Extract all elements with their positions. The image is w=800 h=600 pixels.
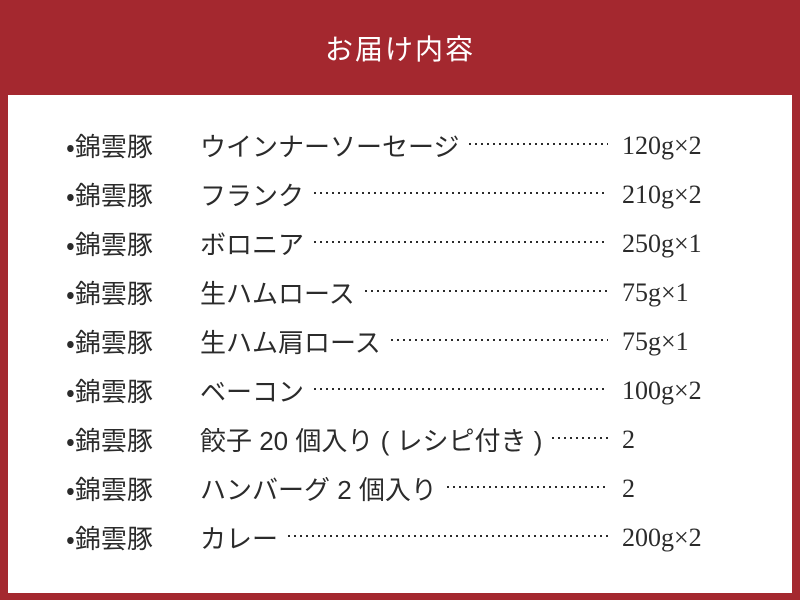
- item-quantity: 75g×1: [622, 277, 689, 307]
- dotted-leader: [446, 485, 608, 488]
- item-name: フランク: [200, 181, 305, 211]
- bullet-icon: ・: [66, 181, 75, 211]
- item-brand: ・錦雲豚: [66, 274, 200, 311]
- bullet-icon: ・: [66, 524, 75, 554]
- item-quantity: 250g×1: [622, 228, 702, 258]
- item-quantity: 2: [622, 424, 635, 454]
- header: お届け内容: [0, 0, 800, 95]
- list-item: ・錦雲豚 餃子 20 個入り ( レシピ付き ) 2: [66, 415, 772, 464]
- item-brand: ・錦雲豚: [66, 421, 200, 458]
- list-item: ・錦雲豚 ボロニア 250g×1: [66, 219, 772, 268]
- item-brand: ・錦雲豚: [66, 519, 200, 556]
- item-brand: ・錦雲豚: [66, 323, 200, 360]
- list-item: ・錦雲豚 ハンバーグ 2 個入り 2: [66, 464, 772, 513]
- bullet-icon: ・: [66, 377, 75, 407]
- item-brand-label: 錦雲豚: [74, 475, 153, 505]
- item-quantity: 100g×2: [622, 375, 702, 405]
- item-brand-label: 錦雲豚: [74, 426, 153, 456]
- item-quantity: 120g×2: [622, 130, 702, 160]
- content-panel: ・錦雲豚 ウインナーソーセージ 120g×2 ・錦雲豚 フランク 210g×2 …: [8, 95, 792, 593]
- dotted-leader: [552, 436, 608, 439]
- item-name: ハンバーグ 2 個入り: [200, 475, 437, 505]
- item-name: 生ハムロース: [200, 279, 355, 309]
- item-quantity: 200g×2: [622, 522, 702, 552]
- item-brand: ・錦雲豚: [66, 127, 200, 164]
- item-name: 餃子 20 個入り ( レシピ付き ): [200, 426, 543, 456]
- dotted-leader: [390, 338, 608, 341]
- item-brand-label: 錦雲豚: [74, 279, 153, 309]
- item-name: ウインナーソーセージ: [200, 132, 460, 162]
- bullet-icon: ・: [66, 475, 75, 505]
- item-quantity: 75g×1: [622, 326, 689, 356]
- item-brand-label: 錦雲豚: [74, 377, 153, 407]
- list-item: ・錦雲豚 生ハムロース 75g×1: [66, 268, 772, 317]
- page-title: お届け内容: [324, 33, 475, 65]
- list-item: ・錦雲豚 カレー 200g×2: [66, 513, 772, 562]
- item-brand: ・錦雲豚: [66, 470, 200, 507]
- bullet-icon: ・: [66, 132, 75, 162]
- list-item: ・錦雲豚 フランク 210g×2: [66, 170, 772, 219]
- dotted-leader: [364, 289, 608, 292]
- dotted-leader: [314, 191, 608, 194]
- item-name: 生ハム肩ロース: [200, 328, 381, 358]
- item-quantity: 2: [622, 473, 635, 503]
- list-item: ・錦雲豚 ウインナーソーセージ 120g×2: [66, 121, 772, 170]
- item-brand-label: 錦雲豚: [74, 132, 153, 162]
- item-brand: ・錦雲豚: [66, 225, 200, 262]
- item-brand-label: 錦雲豚: [74, 181, 153, 211]
- item-name: ボロニア: [200, 230, 305, 260]
- list-item: ・錦雲豚 生ハム肩ロース 75g×1: [66, 317, 772, 366]
- dotted-leader: [469, 142, 608, 145]
- dotted-leader: [288, 534, 608, 537]
- item-name: カレー: [200, 524, 279, 554]
- item-brand-label: 錦雲豚: [74, 524, 153, 554]
- bullet-icon: ・: [66, 230, 75, 260]
- item-name: ベーコン: [200, 377, 305, 407]
- item-brand-label: 錦雲豚: [74, 328, 153, 358]
- item-brand: ・錦雲豚: [66, 372, 200, 409]
- dotted-leader: [314, 240, 608, 243]
- item-brand-label: 錦雲豚: [74, 230, 153, 260]
- dotted-leader: [314, 387, 608, 390]
- item-quantity: 210g×2: [622, 179, 702, 209]
- list-item: ・錦雲豚 ベーコン 100g×2: [66, 366, 772, 415]
- bullet-icon: ・: [66, 328, 75, 358]
- item-brand: ・錦雲豚: [66, 176, 200, 213]
- delivery-list: ・錦雲豚 ウインナーソーセージ 120g×2 ・錦雲豚 フランク 210g×2 …: [8, 95, 792, 562]
- bullet-icon: ・: [66, 426, 75, 456]
- bullet-icon: ・: [66, 279, 75, 309]
